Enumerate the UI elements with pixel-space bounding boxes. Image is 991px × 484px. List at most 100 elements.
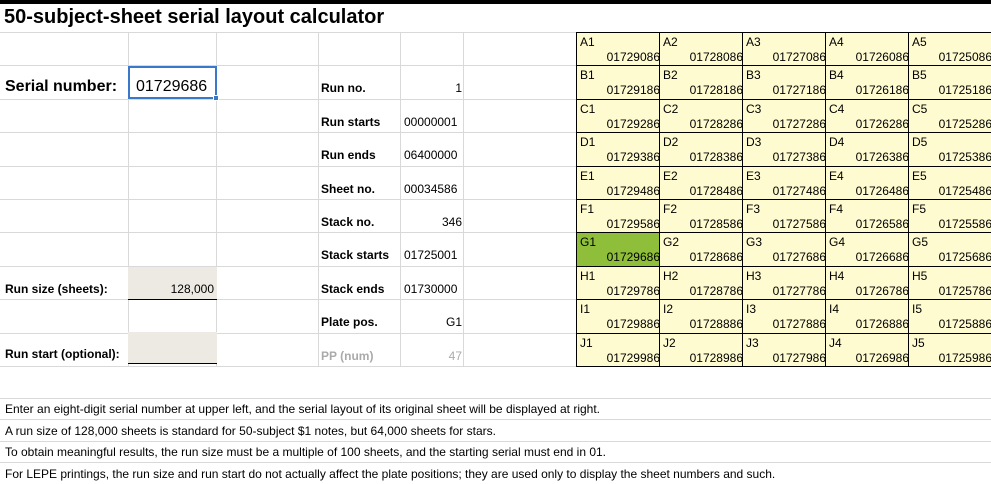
plate-position: G4	[829, 235, 846, 250]
plate-serial: 01725186	[938, 83, 991, 98]
note: A run size of 128,000 sheets is standard…	[5, 424, 496, 438]
plate-cell: A5 01725086	[908, 32, 991, 67]
plate-position: J4	[829, 335, 842, 350]
plate-serial: 01726386	[855, 150, 909, 165]
detail-label: PP (num)	[321, 348, 374, 363]
plate-position: J2	[663, 335, 676, 350]
plate-serial: 01725486	[938, 183, 991, 198]
plate-position: C2	[663, 101, 679, 116]
plate-serial: 01725086	[938, 50, 991, 64]
plate-cell: F3 01727586	[742, 199, 826, 234]
plate-serial: 01727086	[772, 50, 826, 64]
plate-cell: I2 01728886	[659, 299, 743, 334]
plate-serial: 01729286	[606, 116, 660, 131]
plate-serial: 01726686	[855, 250, 909, 265]
plate-position: J5	[912, 335, 925, 350]
plate-position: D5	[912, 135, 928, 150]
plate-position: A4	[829, 35, 844, 49]
grid-line	[0, 299, 576, 301]
plate-cell: D3 01727386	[742, 132, 826, 167]
plate-position: G3	[746, 235, 763, 250]
plate-serial: 01727786	[772, 283, 826, 298]
plate-serial: 01729386	[606, 150, 660, 165]
run-start-input[interactable]	[128, 332, 217, 364]
plate-position: A3	[746, 35, 761, 49]
plate-serial: 01728986	[689, 350, 743, 365]
plate-serial: 01729486	[606, 183, 660, 198]
detail-value: 00000001	[404, 114, 458, 129]
plate-serial: 01728786	[689, 283, 743, 298]
grid-line	[0, 332, 576, 334]
plate-serial: 01726186	[855, 83, 909, 98]
plate-cell: H5 01725786	[908, 265, 991, 301]
plate-position: F5	[912, 202, 927, 216]
plate-cell: C1 01729286	[576, 98, 660, 134]
plate-cell: G5 01725686	[908, 232, 991, 267]
serial-input[interactable]: 01729686	[128, 66, 217, 99]
plate-cell: I3 01727886	[742, 299, 826, 334]
plate-cell: J2 01728986	[659, 332, 743, 367]
plate-serial: 01728586	[689, 217, 743, 231]
grid-line	[128, 32, 129, 366]
plate-serial: 01728486	[689, 183, 743, 198]
plate-serial: 01728186	[689, 83, 743, 98]
plate-serial: 01725586	[938, 217, 991, 231]
grid-line	[0, 398, 991, 399]
plate-cell: B4 01726186	[825, 65, 909, 100]
plate-position: A2	[663, 35, 678, 49]
detail-label: Stack no.	[321, 215, 375, 229]
plate-position: C1	[580, 101, 596, 116]
sheet-title: 50-subject-sheet serial layout calculato…	[4, 6, 385, 28]
plate-cell: A3 01727086	[742, 32, 826, 67]
run-size-input-bg	[128, 267, 217, 300]
detail-value: 00034586	[404, 181, 458, 196]
detail-label: Run ends	[321, 148, 376, 163]
plate-cell: I1 01729886	[576, 299, 660, 334]
plate-serial: 01726786	[855, 283, 909, 298]
serial-label: Serial number:	[5, 78, 118, 95]
plate-serial: 01727586	[772, 217, 826, 231]
grid-line	[0, 132, 576, 134]
plate-serial: 01727286	[772, 116, 826, 131]
grid-line	[318, 32, 319, 366]
run-start-label: Run start (optional):	[5, 347, 120, 361]
plate-serial: 01726586	[855, 217, 909, 231]
plate-position: G2	[663, 235, 680, 250]
plate-position: E4	[829, 168, 844, 183]
plate-position: A5	[912, 35, 927, 49]
detail-label: Sheet no.	[321, 181, 376, 196]
detail-label: Stack starts	[321, 248, 390, 263]
detail-label: Run starts	[321, 114, 381, 129]
plate-serial: 01727886	[772, 317, 826, 332]
plate-position: I3	[746, 302, 757, 317]
plate-position: G5	[912, 235, 929, 250]
plate-position: J1	[580, 335, 593, 350]
grid-line	[0, 366, 576, 367]
grid-line	[0, 462, 991, 463]
run-size-input[interactable]: 128,000	[170, 282, 214, 296]
plate-serial: 01727986	[772, 350, 826, 365]
detail-value: 06400000	[404, 148, 458, 163]
detail-label: Plate pos.	[321, 315, 378, 330]
grid-line	[400, 32, 401, 366]
plate-position: D3	[746, 135, 762, 150]
plate-position: J3	[746, 335, 759, 350]
detail-label: Run no.	[321, 81, 366, 96]
grid-line	[0, 65, 576, 67]
plate-position: H5	[912, 268, 928, 283]
plate-cell: D1 01729386	[576, 132, 660, 167]
plate-position: I2	[663, 302, 674, 317]
grid-line	[0, 199, 576, 200]
plate-position: A1	[580, 35, 595, 49]
plate-position: B5	[912, 68, 927, 83]
plate-cell: H1 01729786	[576, 265, 660, 301]
plate-cell: B5 01725186	[908, 65, 991, 100]
plate-position: H2	[663, 268, 679, 283]
plate-cell: I5 01725886	[908, 299, 991, 334]
plate-position: H1	[580, 268, 596, 283]
plate-cell: E5 01725486	[908, 165, 991, 200]
grid-line	[0, 419, 991, 420]
plate-cell: A4 01726086	[825, 32, 909, 67]
plate-position: C5	[912, 101, 928, 116]
plate-cell: F4 01726586	[825, 199, 909, 234]
